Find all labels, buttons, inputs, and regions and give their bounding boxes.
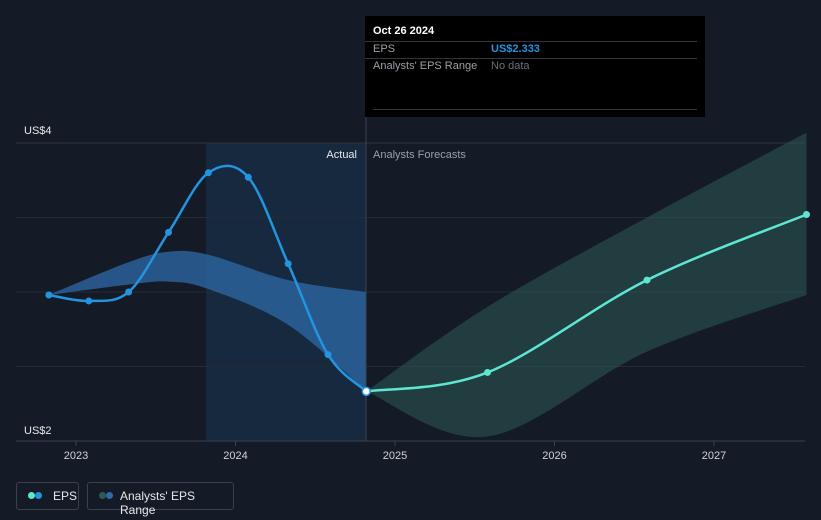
- x-tick-label: 2026: [542, 450, 566, 462]
- series-points: [45, 169, 811, 397]
- tooltip-range-label: Analysts' EPS Range: [373, 60, 478, 72]
- tooltip-date: Oct 26 2024: [373, 25, 435, 37]
- x-tick-label: 2024: [223, 450, 247, 462]
- eps-point: [284, 260, 292, 268]
- legend-item-eps[interactable]: EPS: [16, 482, 79, 510]
- eps-range-band-forecast: [366, 132, 807, 438]
- legend-range-dot-forecast: [99, 492, 106, 499]
- eps-point: [165, 228, 173, 236]
- tooltip-eps-label: EPS: [373, 43, 396, 55]
- legend-eps-dot-forecast: [28, 492, 35, 499]
- x-tick-label: 2023: [64, 450, 88, 462]
- tooltip-row-eps: EPS US$2.333: [365, 41, 705, 58]
- eps-point: [361, 386, 372, 397]
- tooltip-range-value: No data: [491, 60, 530, 72]
- eps-point: [324, 351, 332, 359]
- x-tick-label: 2027: [702, 450, 726, 462]
- legend-eps-label: EPS: [53, 489, 78, 503]
- legend-eps-dot-actual: [35, 492, 42, 499]
- eps-point: [244, 173, 252, 181]
- tooltip-eps-value: US$2.333: [491, 43, 540, 55]
- eps-forecast-line: [366, 213, 807, 393]
- actual-region-label: Actual: [326, 149, 357, 161]
- eps-point: [85, 297, 93, 305]
- y-axis-bottom-label: US$2: [24, 425, 52, 437]
- eps-range-band-past: [48, 250, 367, 392]
- x-tick-label: 2025: [383, 450, 407, 462]
- legend-item-range[interactable]: Analysts' EPS Range: [87, 482, 234, 517]
- hover-tooltip: Oct 26 2024 EPS US$2.333 Analysts' EPS R…: [365, 16, 705, 117]
- eps-point: [45, 291, 53, 299]
- forecast-region-label: Analysts Forecasts: [373, 149, 466, 161]
- eps-forecast-point: [803, 211, 811, 219]
- eps-forecast-point: [643, 276, 651, 284]
- tooltip-row-range: Analysts' EPS Range No data: [365, 58, 705, 75]
- legend-range-label: Analysts' EPS Range: [120, 489, 195, 517]
- eps-point: [125, 288, 133, 296]
- y-axis-top-label: US$4: [24, 125, 52, 137]
- x-axis-ticks: 2023 2024 2025 2026 2027: [64, 441, 726, 462]
- legend-range-dot-past: [106, 492, 113, 499]
- range-bands: [48, 132, 807, 438]
- eps-point: [204, 169, 212, 177]
- eps-forecast-point: [484, 368, 492, 376]
